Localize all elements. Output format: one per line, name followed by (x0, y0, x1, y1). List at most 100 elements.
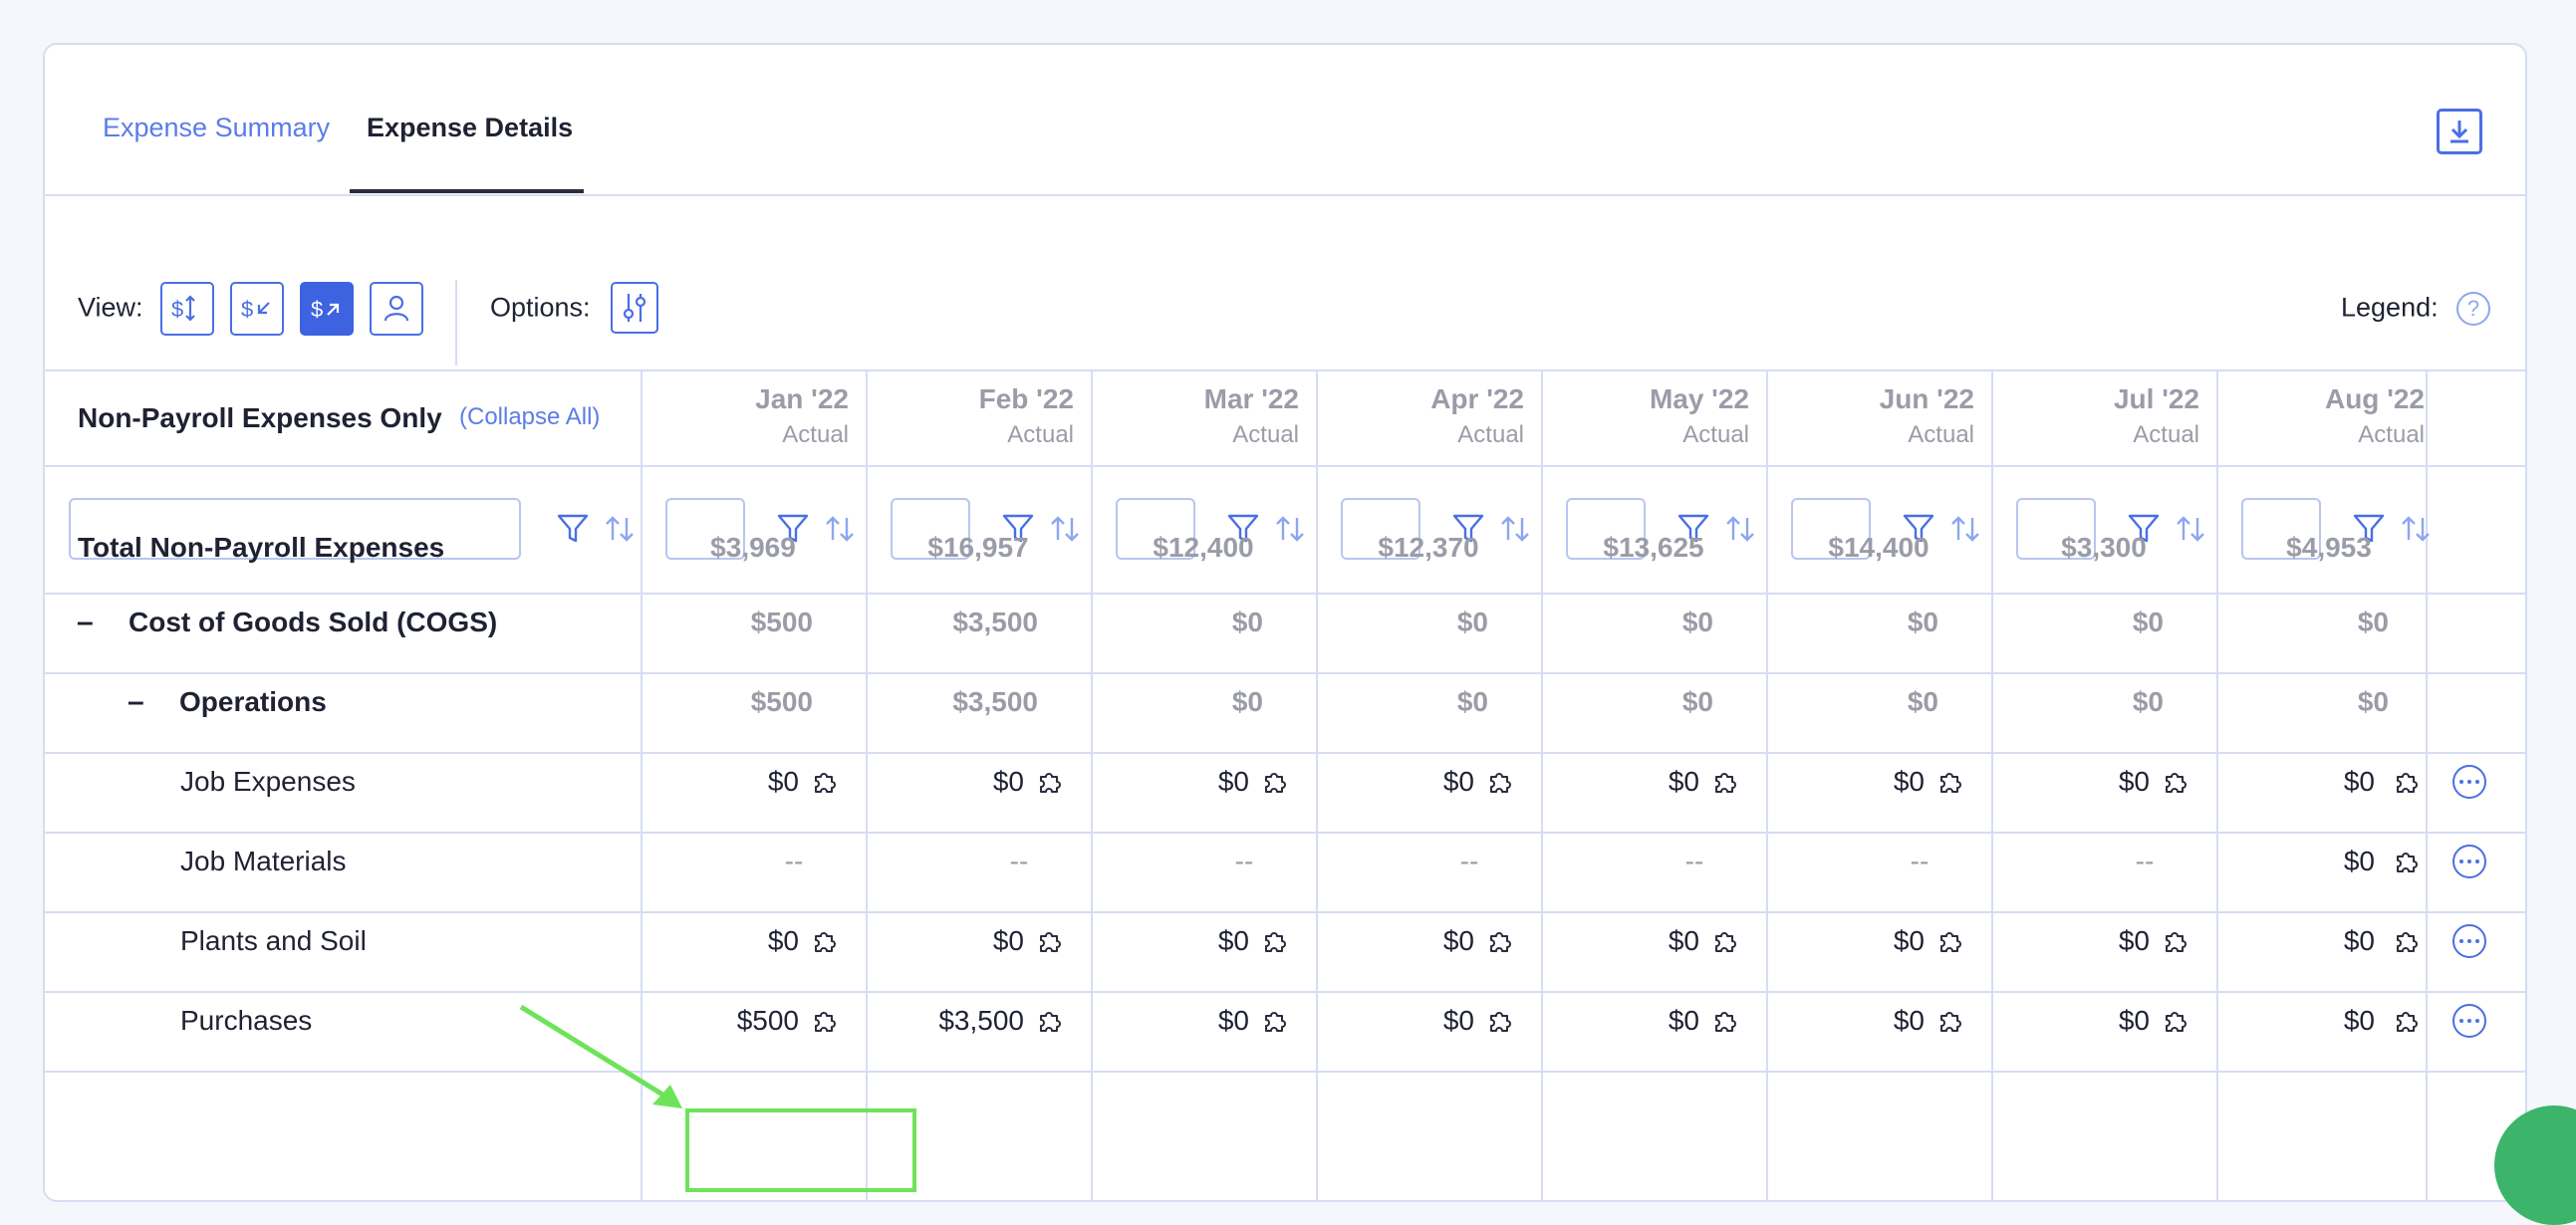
puzzle-icon[interactable] (2393, 768, 2421, 796)
sort-icon[interactable] (1271, 510, 1309, 548)
sort-icon[interactable] (1946, 510, 1984, 548)
puzzle-icon[interactable] (1486, 927, 1514, 955)
collapse-toggle-icon[interactable]: – (128, 685, 144, 718)
month-header[interactable]: Jul '22 Actual (2114, 383, 2199, 449)
table-cell[interactable]: -- (1910, 846, 1930, 876)
download-button[interactable] (2437, 109, 2482, 154)
table-cell[interactable]: $0 (1668, 925, 1699, 956)
month-filter-input[interactable] (665, 498, 745, 560)
row-label[interactable]: Purchases (180, 1005, 313, 1036)
table-cell[interactable]: $500 (736, 1005, 799, 1036)
view-collapse-button[interactable]: $ (230, 282, 284, 336)
puzzle-icon[interactable] (811, 927, 839, 955)
table-cell[interactable]: $0 (1893, 1005, 1925, 1036)
puzzle-icon[interactable] (2162, 768, 2190, 796)
table-cell[interactable]: $0 (2343, 766, 2375, 797)
filter-icon[interactable] (2125, 510, 2163, 548)
table-cell[interactable]: $0 (2343, 925, 2375, 956)
table-cell[interactable]: $0 (1217, 766, 1249, 797)
table-cell[interactable]: $0 (767, 766, 799, 797)
options-button[interactable] (611, 282, 658, 334)
puzzle-icon[interactable] (1936, 1007, 1964, 1035)
month-header[interactable]: Mar '22 Actual (1204, 383, 1299, 449)
month-filter-input[interactable] (2241, 498, 2321, 560)
puzzle-icon[interactable] (1486, 768, 1514, 796)
row-label[interactable]: Job Materials (180, 846, 347, 876)
collapse-toggle-icon[interactable]: – (77, 606, 94, 638)
month-header[interactable]: Jan '22 Actual (755, 383, 849, 449)
puzzle-icon[interactable] (1936, 927, 1964, 955)
puzzle-icon[interactable] (2393, 848, 2421, 875)
puzzle-icon[interactable] (1036, 1007, 1064, 1035)
puzzle-icon[interactable] (1486, 1007, 1514, 1035)
view-detail-button[interactable]: $ (300, 282, 354, 336)
tab-expense-summary[interactable]: Expense Summary (103, 113, 331, 142)
puzzle-icon[interactable] (1711, 1007, 1739, 1035)
name-filter-input[interactable] (69, 498, 521, 560)
row-label[interactable]: Job Expenses (180, 766, 356, 797)
filter-icon[interactable] (774, 510, 812, 548)
table-cell[interactable]: $0 (1442, 766, 1474, 797)
sort-icon[interactable] (2397, 510, 2435, 548)
sort-icon[interactable] (2172, 510, 2209, 548)
puzzle-icon[interactable] (1261, 927, 1289, 955)
table-cell[interactable]: $0 (1442, 925, 1474, 956)
more-options-icon[interactable] (2452, 1004, 2486, 1038)
table-cell[interactable]: $0 (2118, 766, 2150, 797)
view-person-button[interactable] (370, 282, 423, 336)
filter-icon[interactable] (999, 510, 1037, 548)
sort-icon[interactable] (1721, 510, 1759, 548)
table-cell[interactable]: $0 (992, 766, 1024, 797)
table-cell[interactable]: $0 (1442, 1005, 1474, 1036)
month-filter-input[interactable] (891, 498, 970, 560)
filter-icon[interactable] (2350, 510, 2388, 548)
month-filter-input[interactable] (1566, 498, 1646, 560)
table-cell[interactable]: $0 (992, 925, 1024, 956)
filter-icon[interactable] (1674, 510, 1712, 548)
table-cell[interactable]: $0 (1893, 925, 1925, 956)
filter-icon[interactable] (1224, 510, 1262, 548)
puzzle-icon[interactable] (1261, 1007, 1289, 1035)
table-cell[interactable]: $0 (2343, 846, 2375, 876)
puzzle-icon[interactable] (1711, 927, 1739, 955)
table-cell[interactable]: -- (1684, 846, 1704, 876)
legend-help-icon[interactable]: ? (2456, 292, 2490, 326)
puzzle-icon[interactable] (1711, 768, 1739, 796)
table-cell[interactable]: -- (2135, 846, 2155, 876)
table-cell[interactable]: $0 (1217, 1005, 1249, 1036)
view-expand-button[interactable]: $ (160, 282, 214, 336)
month-filter-input[interactable] (1791, 498, 1871, 560)
table-cell[interactable]: $0 (1217, 925, 1249, 956)
table-cell[interactable]: $0 (2343, 1005, 2375, 1036)
filter-icon[interactable] (554, 510, 592, 548)
table-cell[interactable]: $3,500 (938, 1005, 1024, 1036)
table-cell[interactable]: -- (1234, 846, 1254, 876)
puzzle-icon[interactable] (2393, 927, 2421, 955)
puzzle-icon[interactable] (2162, 1007, 2190, 1035)
puzzle-icon[interactable] (2393, 1007, 2421, 1035)
puzzle-icon[interactable] (1036, 768, 1064, 796)
puzzle-icon[interactable] (1936, 768, 1964, 796)
sort-icon[interactable] (1496, 510, 1534, 548)
sort-icon[interactable] (601, 510, 639, 548)
month-filter-input[interactable] (1116, 498, 1195, 560)
sort-icon[interactable] (821, 510, 859, 548)
table-cell[interactable]: $0 (2118, 925, 2150, 956)
month-header[interactable]: Feb '22 Actual (979, 383, 1074, 449)
row-label[interactable]: Plants and Soil (180, 925, 367, 956)
month-header[interactable]: Jun '22 Actual (1880, 383, 1974, 449)
table-cell[interactable]: -- (784, 846, 804, 876)
sort-icon[interactable] (1046, 510, 1084, 548)
puzzle-icon[interactable] (2162, 927, 2190, 955)
month-header[interactable]: Apr '22 Actual (1430, 383, 1524, 449)
table-cell[interactable]: -- (1459, 846, 1479, 876)
puzzle-icon[interactable] (1261, 768, 1289, 796)
more-options-icon[interactable] (2452, 924, 2486, 958)
more-options-icon[interactable] (2452, 765, 2486, 799)
table-cell[interactable]: $0 (2118, 1005, 2150, 1036)
puzzle-icon[interactable] (1036, 927, 1064, 955)
table-cell[interactable]: $0 (1668, 1005, 1699, 1036)
row-label[interactable]: Cost of Goods Sold (COGS) (129, 607, 498, 637)
puzzle-icon[interactable] (811, 768, 839, 796)
puzzle-icon[interactable] (811, 1007, 839, 1035)
